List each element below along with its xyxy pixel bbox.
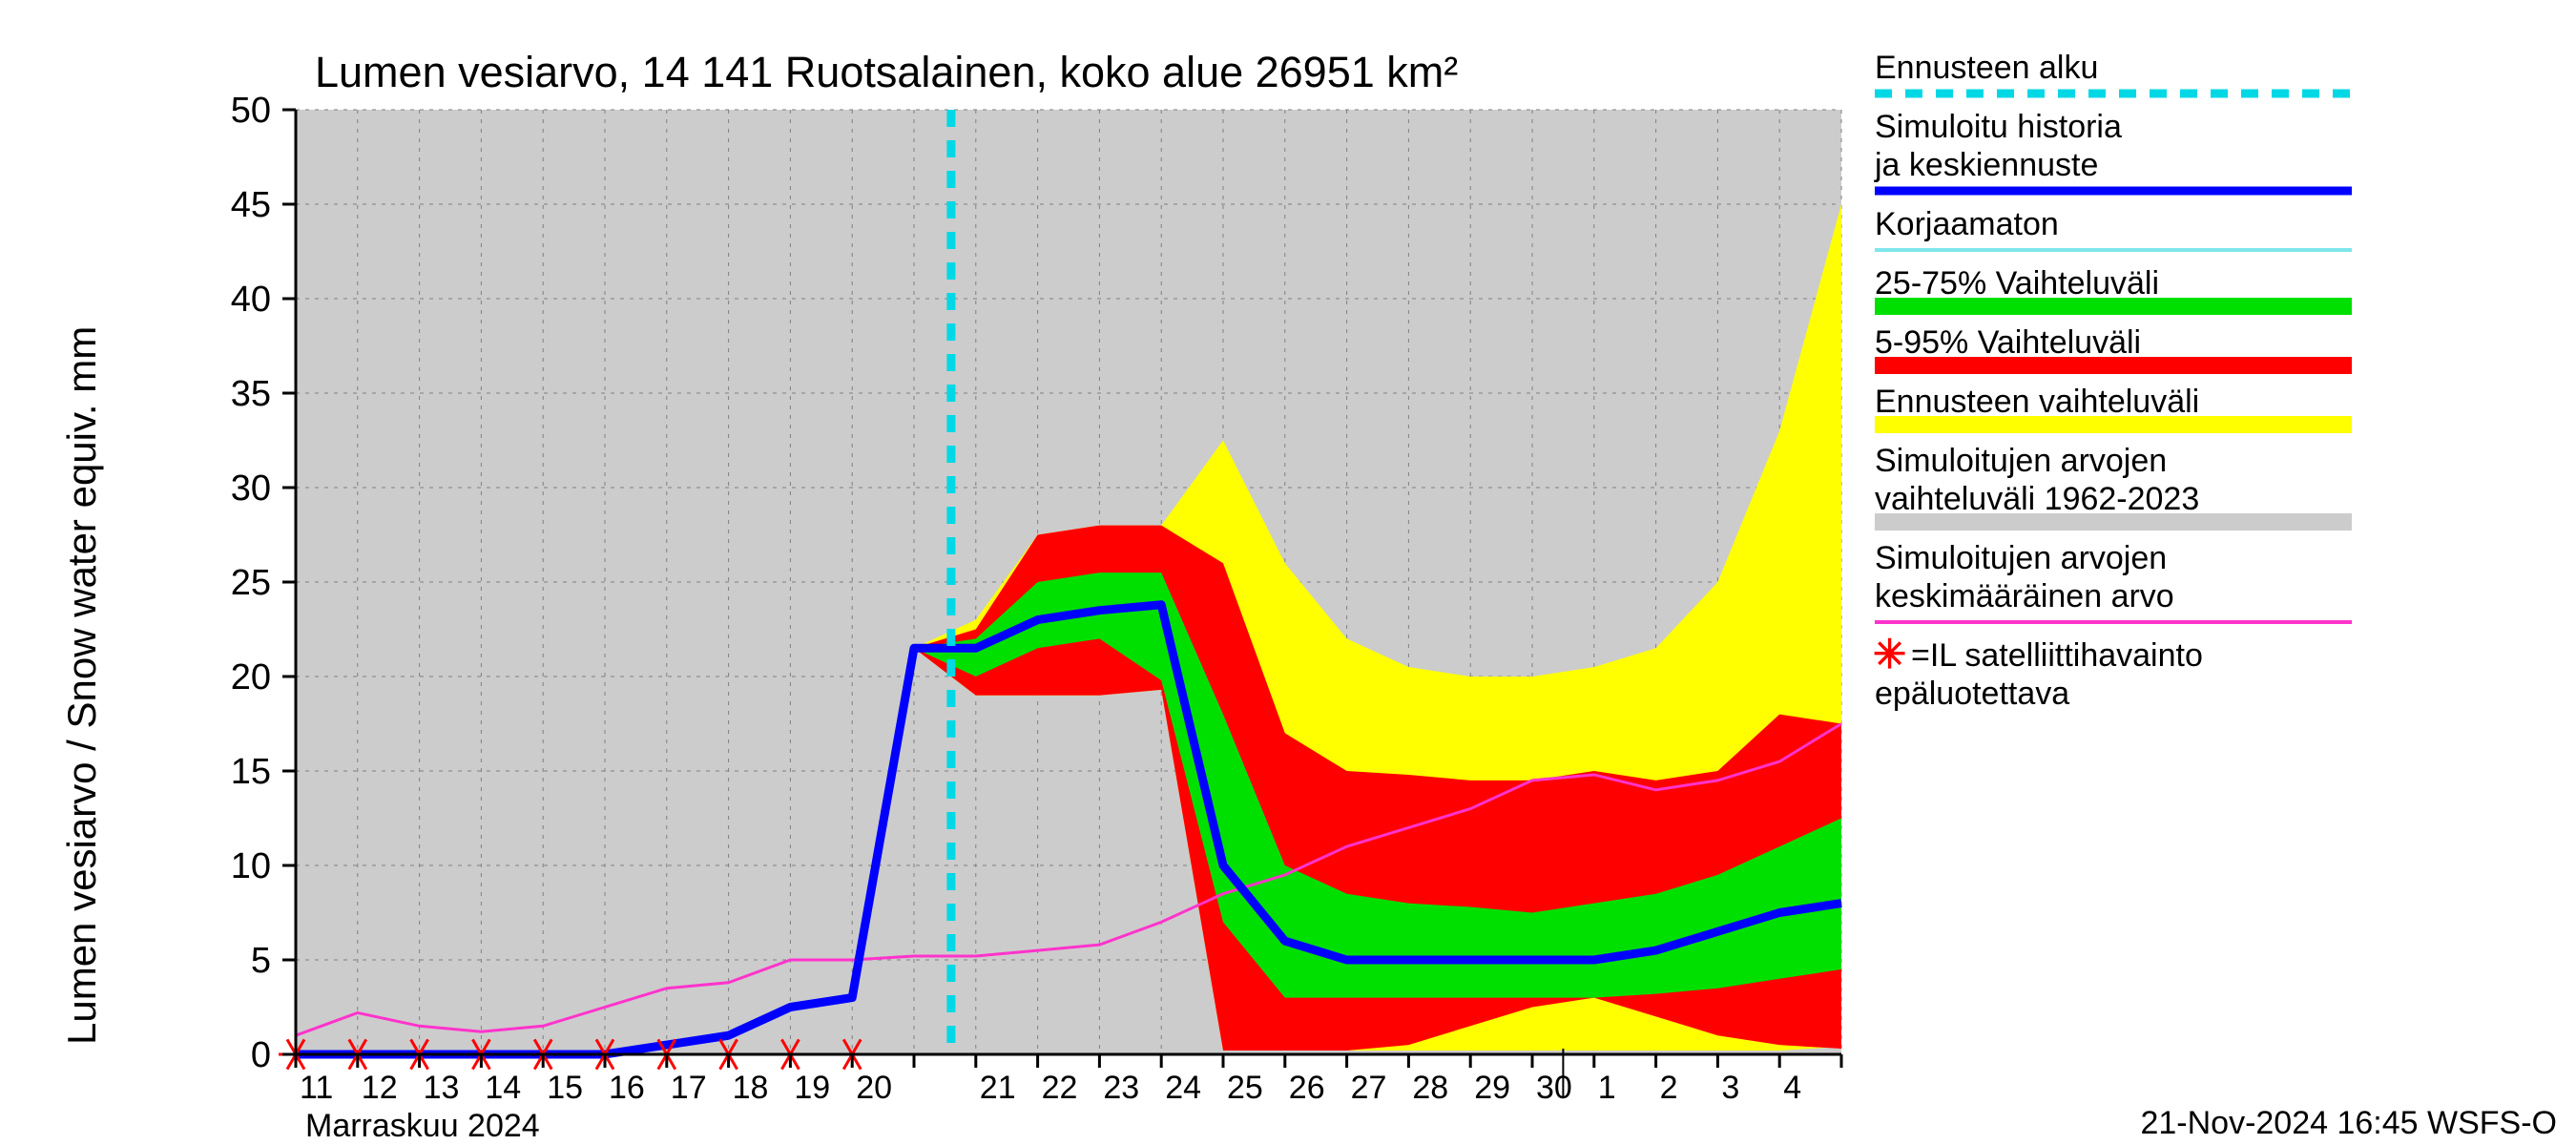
ytick-label: 45 — [231, 185, 271, 225]
ytick-label: 20 — [231, 657, 271, 697]
xtick-label: 28 — [1412, 1070, 1448, 1106]
legend-swatch — [1875, 298, 2352, 315]
xtick-label: 4 — [1783, 1070, 1801, 1106]
footer-timestamp: 21-Nov-2024 16:45 WSFS-O — [2140, 1105, 2557, 1141]
xtick-label: 21 — [980, 1070, 1016, 1106]
legend-label: =IL satelliittihavainto — [1911, 637, 2203, 674]
ytick-label: 10 — [231, 846, 271, 886]
ytick-label: 25 — [231, 563, 271, 603]
snow-water-chart: 0510152025303540455011121314151617181920… — [0, 0, 2576, 1145]
ytick-label: 15 — [231, 752, 271, 792]
xtick-label: 13 — [424, 1070, 460, 1106]
legend-swatch — [1875, 513, 2352, 531]
legend-label: Simuloitu historia — [1875, 109, 2122, 145]
xtick-label: 12 — [362, 1070, 398, 1106]
legend-swatch — [1875, 357, 2352, 374]
legend-swatch — [1875, 416, 2352, 433]
legend-label: epäluotettava — [1875, 676, 2069, 712]
xtick-label: 17 — [671, 1070, 707, 1106]
xtick-label: 26 — [1289, 1070, 1325, 1106]
ytick-label: 50 — [231, 91, 271, 131]
x-axis-caption-1: Marraskuu 2024 — [305, 1108, 540, 1144]
xtick-label: 16 — [609, 1070, 645, 1106]
xtick-label: 20 — [856, 1070, 892, 1106]
xtick-label: 1 — [1598, 1070, 1616, 1106]
legend-label: Korjaamaton — [1875, 206, 2059, 242]
legend-label: 5-95% Vaihteluväli — [1875, 324, 2141, 361]
ytick-label: 5 — [251, 941, 271, 981]
y-axis-label: Lumen vesiarvo / Snow water equiv. mm — [59, 326, 104, 1045]
ytick-label: 35 — [231, 374, 271, 414]
xtick-label: 23 — [1103, 1070, 1139, 1106]
xtick-label: 25 — [1227, 1070, 1263, 1106]
ytick-label: 30 — [231, 468, 271, 509]
legend-label: keskimääräinen arvo — [1875, 578, 2174, 614]
legend-label: Simuloitujen arvojen — [1875, 540, 2167, 576]
legend-label: ja keskiennuste — [1874, 147, 2098, 183]
xtick-label: 14 — [485, 1070, 521, 1106]
chart-title: Lumen vesiarvo, 14 141 Ruotsalainen, kok… — [315, 48, 1458, 96]
xtick-label: 30 — [1536, 1070, 1572, 1106]
xtick-label: 24 — [1165, 1070, 1201, 1106]
xtick-label: 2 — [1660, 1070, 1678, 1106]
xtick-label: 29 — [1474, 1070, 1510, 1106]
xtick-label: 11 — [300, 1070, 333, 1106]
xtick-label: 22 — [1042, 1070, 1078, 1106]
ytick-label: 40 — [231, 280, 271, 320]
legend-marker-icon: ✳ — [1873, 632, 1906, 677]
legend-label: vaihteluväli 1962-2023 — [1875, 481, 2199, 517]
xtick-label: 19 — [794, 1070, 830, 1106]
legend-label: Ennusteen vaihteluväli — [1875, 384, 2199, 420]
xtick-label: 15 — [547, 1070, 583, 1106]
legend-label: Ennusteen alku — [1875, 50, 2098, 86]
ytick-label: 0 — [251, 1035, 271, 1075]
xtick-label: 3 — [1721, 1070, 1739, 1106]
xtick-label: 18 — [733, 1070, 769, 1106]
legend-label: 25-75% Vaihteluväli — [1875, 265, 2159, 302]
xtick-label: 27 — [1351, 1070, 1387, 1106]
legend-label: Simuloitujen arvojen — [1875, 443, 2167, 479]
